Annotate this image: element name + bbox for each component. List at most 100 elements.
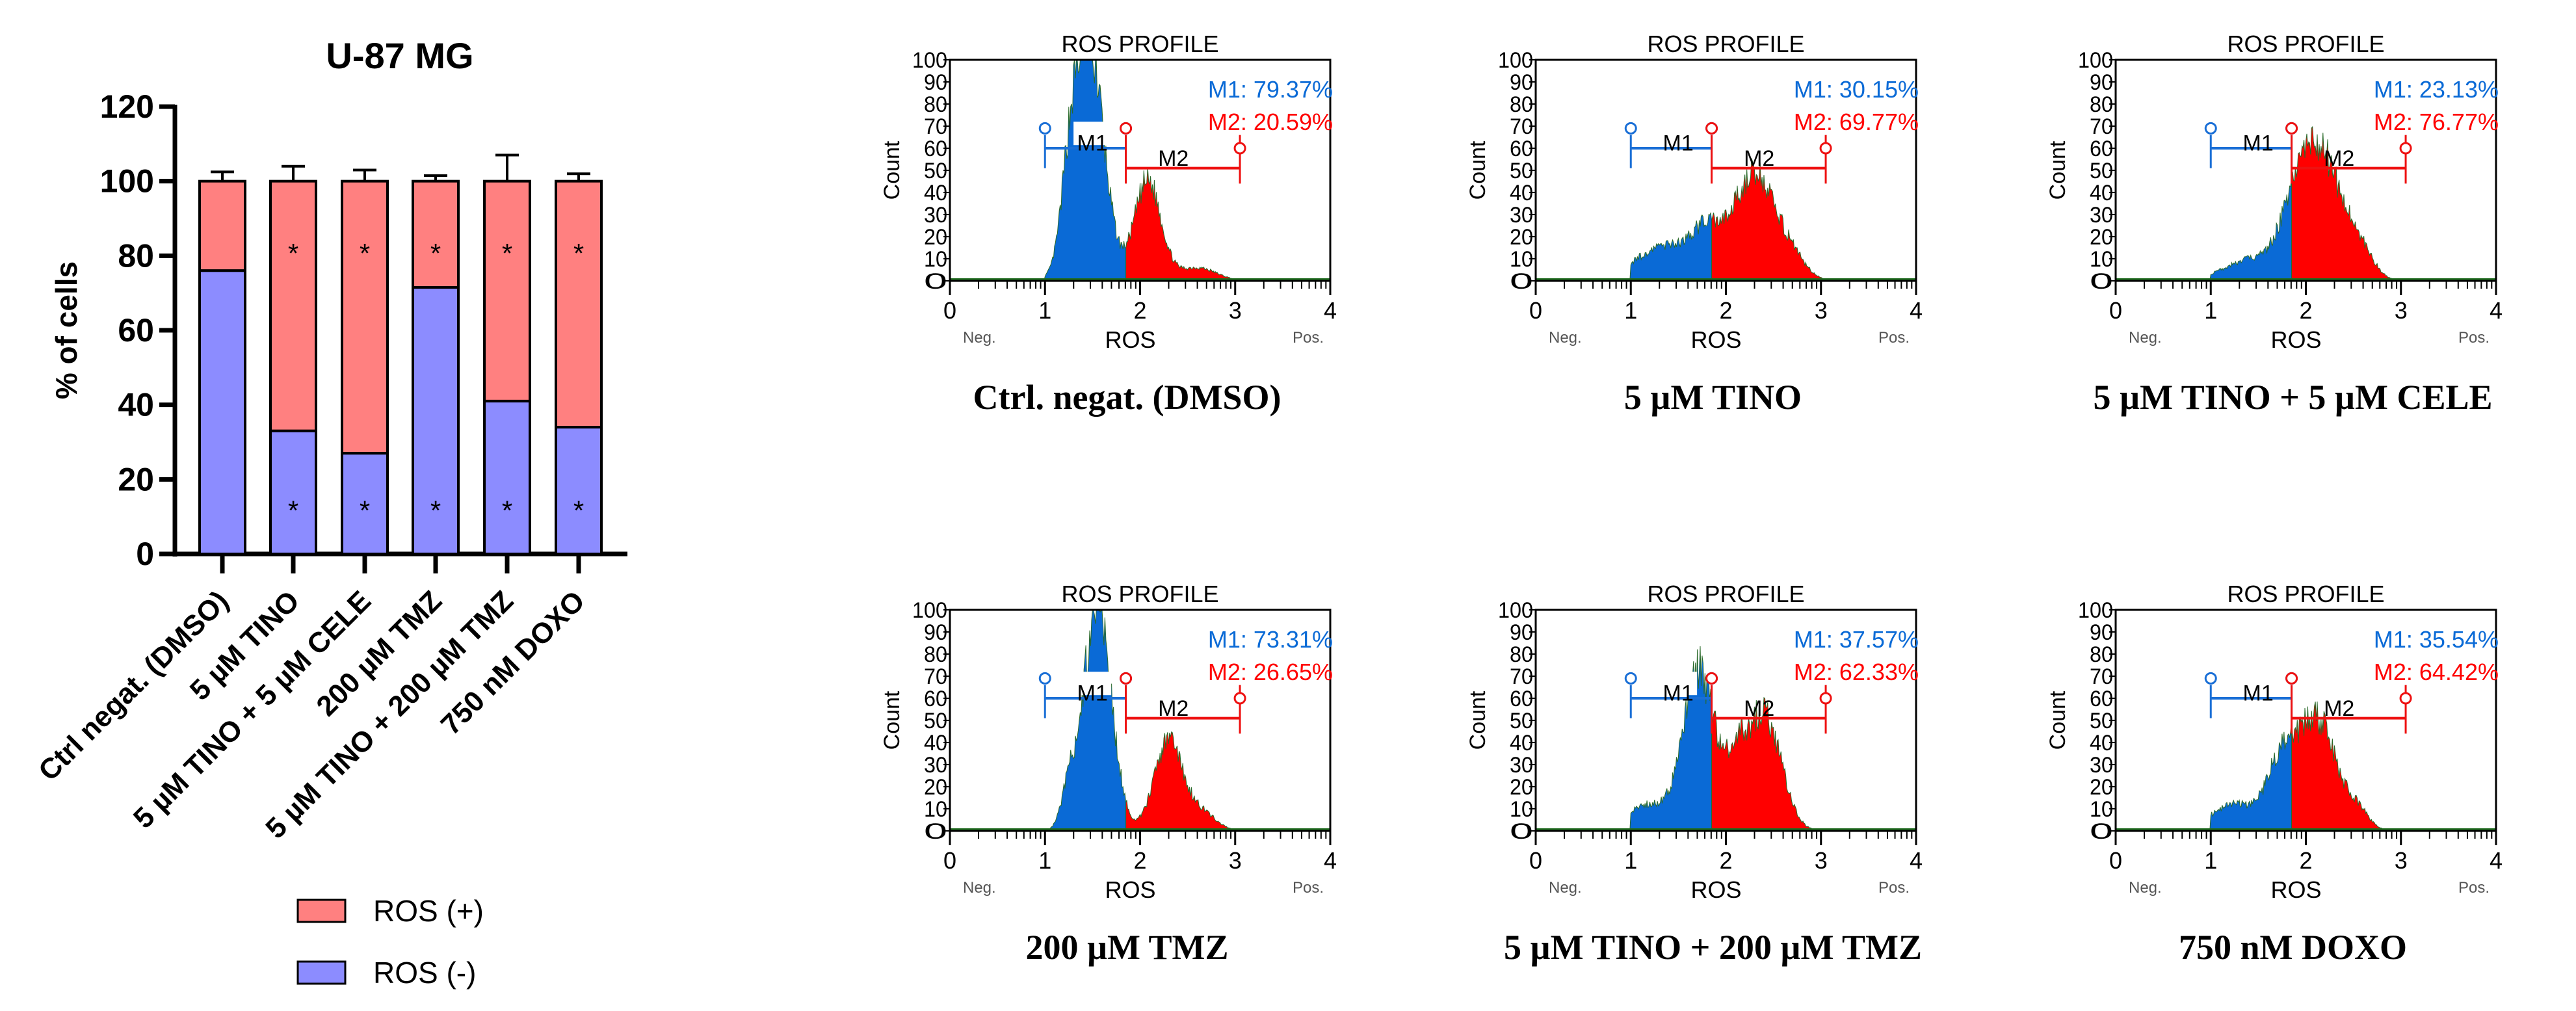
x-tick-label: 0 (1529, 297, 1542, 324)
legend-label: ROS (+) (373, 894, 484, 928)
x-tick-label: 3 (2395, 297, 2408, 324)
y-tick-label: 30 (924, 203, 947, 228)
y-axis-label: Count (1465, 140, 1490, 200)
y-tick-label: 20 (2090, 225, 2113, 250)
y-tick-label: 100 (1498, 48, 1533, 73)
m1-percentage: M1: 30.15% (1794, 76, 1919, 103)
x-axis-label: ROS (2270, 876, 2321, 903)
gate-m2-handle-circle (1120, 672, 1133, 685)
x-tick-label: 0 (943, 847, 956, 874)
x-tick-label: 0 (1529, 847, 1542, 874)
m1-percentage: M1: 23.13% (2374, 76, 2499, 103)
x-label-neg: Neg. (1549, 879, 1582, 897)
x-tick-label: 1 (2204, 297, 2217, 324)
gate-m2-handle-circle (1233, 142, 1246, 155)
gate-m1-label: M1 (1077, 131, 1108, 155)
gate-m1-handle-circle (2204, 672, 2217, 685)
x-tick-label: 4 (1910, 847, 1923, 874)
significance-mark: * (573, 238, 584, 269)
y-tick-label: 90 (2090, 620, 2113, 645)
gate-m1-label-bg (1659, 122, 1698, 146)
gate-m2-label: M2 (2324, 696, 2354, 721)
x-label-pos: Pos. (2458, 879, 2490, 897)
y-tick-label: 70 (2090, 114, 2113, 139)
y-tick-label: 80 (2090, 642, 2113, 667)
histogram-m1-area (2201, 718, 2293, 832)
gate-m1-label-bg (1073, 672, 1112, 696)
y-tick-label: 80 (2090, 92, 2113, 117)
y-tick-label: 40 (924, 181, 947, 205)
y-tick-label: 0 (924, 819, 947, 844)
y-tick-label: 10 (1510, 797, 1533, 822)
gate-m2-handle-circle (1819, 692, 1832, 705)
x-tick-label: 4 (2490, 297, 2503, 324)
y-tick-label: 50 (1510, 709, 1533, 733)
x-axis-label: ROS (1690, 326, 1741, 353)
gate-m2-handle-circle (2285, 122, 2298, 135)
y-tick-label: 10 (924, 247, 947, 272)
chart-title: U-87 MG (326, 35, 473, 76)
x-tick-label: 0 (2109, 847, 2122, 874)
bar-ros-negative (555, 426, 603, 555)
bar-ros-negative (341, 452, 389, 556)
y-tick-label: 100 (912, 598, 947, 623)
y-tick-label: 60 (2090, 687, 2113, 711)
y-tick-label: 80 (924, 642, 947, 667)
bar-ros-negative (198, 269, 246, 555)
bar-ros-negative (483, 399, 531, 556)
x-tick-label: 1 (2204, 847, 2217, 874)
y-tick-label: 20 (924, 225, 947, 250)
m2-percentage: M2: 64.42% (2374, 659, 2499, 685)
m1-percentage: M1: 37.57% (1794, 626, 1919, 653)
y-tick-label: 10 (1510, 247, 1533, 272)
gate-m1-label-bg (2239, 122, 2278, 146)
x-label-neg: Neg. (1549, 329, 1582, 347)
significance-mark: * (360, 495, 370, 525)
significance-mark: * (430, 495, 441, 525)
x-tick-label: 0 (943, 297, 956, 324)
histogram-title: ROS PROFILE (2227, 581, 2384, 607)
y-tick-label: 70 (924, 664, 947, 689)
significance-mark: * (502, 495, 512, 525)
x-label-neg: Neg. (2129, 879, 2162, 897)
panel-caption: 5 µM TINO (1624, 378, 1802, 417)
histogram-m2-area (2291, 701, 2430, 832)
gate-m1-label: M1 (1663, 681, 1694, 705)
m1-percentage: M1: 35.54% (2374, 626, 2499, 653)
x-tick-label: 3 (1229, 297, 1242, 324)
gate-m1-label-bg (2239, 672, 2278, 696)
y-tick-label: 80 (1510, 642, 1533, 667)
x-tick-label: 3 (1815, 847, 1828, 874)
histogram-m1-area (1035, 609, 1127, 832)
histogram-m2-area (1125, 731, 1264, 832)
gate-m1-handle-circle (1038, 122, 1051, 135)
y-tick-label: 80 (1510, 92, 1533, 117)
y-tick-label: 80 (924, 92, 947, 117)
gate-m2-label: M2 (2324, 146, 2354, 171)
gate-m1-label: M1 (1663, 131, 1694, 155)
x-tick-label: 1 (1038, 847, 1051, 874)
y-tick-label: 60 (1510, 137, 1533, 161)
x-tick-label: 1 (1038, 297, 1051, 324)
x-tick-label: 2 (2299, 297, 2312, 324)
y-tick-label: 50 (924, 159, 947, 183)
histogram-m2-area (1125, 167, 1264, 282)
y-tick-label: 90 (1510, 70, 1533, 95)
gate-m2-handle-circle (2399, 142, 2412, 155)
y-tick-label: 50 (1510, 159, 1533, 183)
y-tick-label: 90 (924, 70, 947, 95)
y-tick-label: 20 (2090, 775, 2113, 800)
legend-swatch (296, 899, 347, 923)
gate-m1-label: M1 (2243, 681, 2274, 705)
x-tick-label: 3 (2395, 847, 2408, 874)
x-tick-label: 4 (2490, 847, 2503, 874)
gate-m2-label: M2 (1158, 146, 1189, 171)
gate-m1-label: M1 (1077, 681, 1108, 705)
y-tick-label: 100 (2078, 598, 2113, 623)
x-label-pos: Pos. (2458, 329, 2490, 347)
gate-m2-handle-circle (1705, 672, 1718, 685)
